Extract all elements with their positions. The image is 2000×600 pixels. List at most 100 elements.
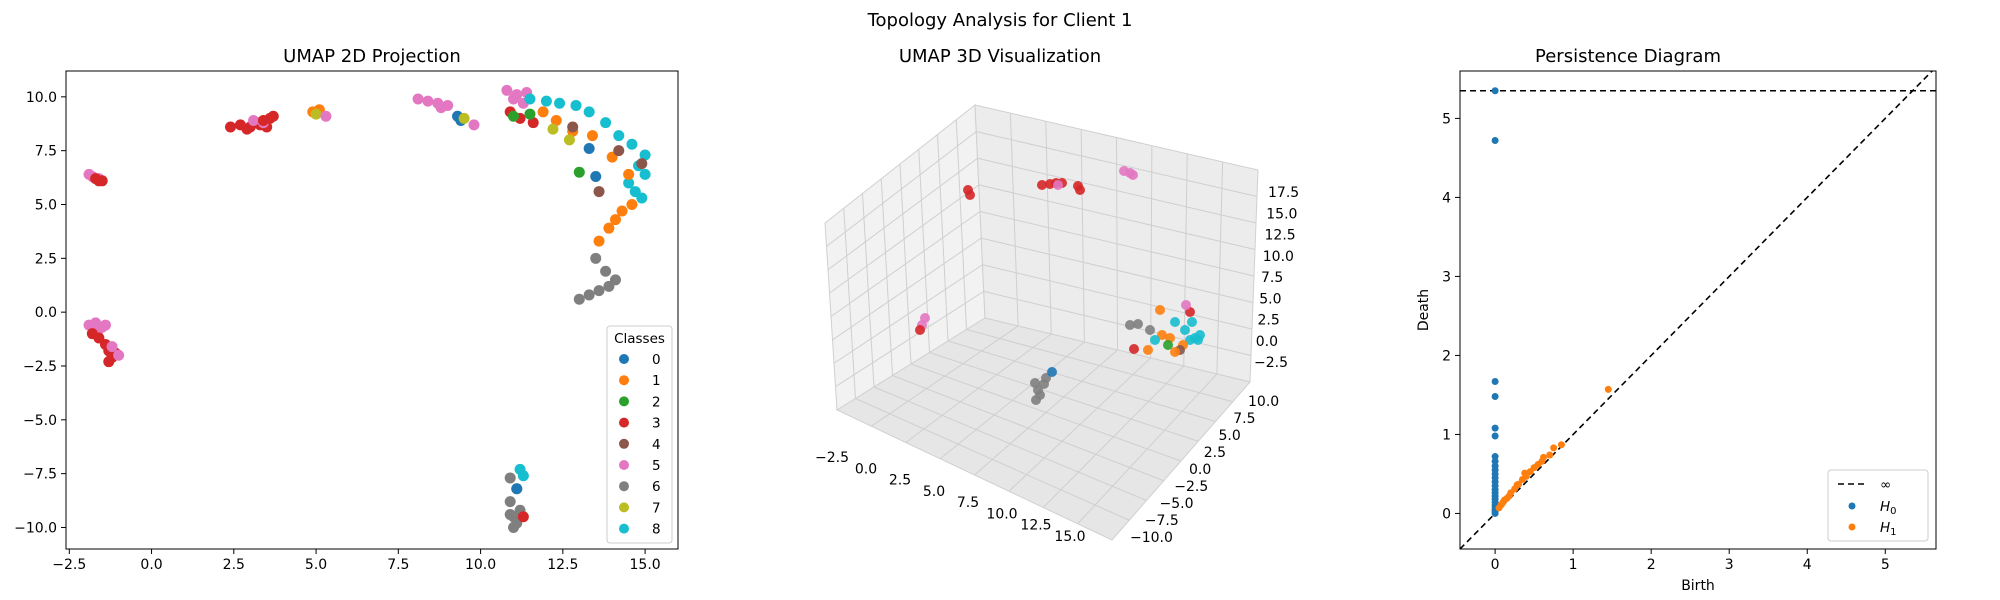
data-point <box>636 158 648 170</box>
umap-3d-ticks: −2.50.02.55.07.510.012.515.0 −10.0−7.5−5.… <box>815 185 1299 546</box>
data-point <box>103 356 115 368</box>
data-point <box>1170 347 1180 357</box>
data-point <box>422 95 434 107</box>
data-point <box>435 102 447 114</box>
data-point <box>1143 345 1153 355</box>
umap-2d-ticks: −2.5 0.0 2.5 5.0 7.5 10.0 12.5 15.0−10.0−7.5−5.… <box>14 90 661 573</box>
data-point <box>1125 320 1135 330</box>
y-tick-label: 0.0 <box>1189 462 1211 478</box>
data-point <box>113 349 125 361</box>
data-point <box>603 222 615 234</box>
x-tick-label: 10.0 <box>986 506 1017 522</box>
persistence-point-H1 <box>1526 468 1534 476</box>
persistence-reference-lines <box>1460 71 1936 549</box>
y-tick-label: 2 <box>1442 348 1451 364</box>
persistence-points <box>1491 87 1612 517</box>
persistence-point-H1 <box>1546 451 1554 459</box>
persistence-title: Persistence Diagram <box>1535 46 1721 67</box>
data-point <box>639 168 651 180</box>
z-tick-label: 12.5 <box>1265 228 1296 244</box>
data-point <box>310 108 322 120</box>
y-tick-label: 0 <box>1442 506 1451 522</box>
x-tick-label: 4 <box>1803 557 1812 573</box>
data-point <box>573 166 585 178</box>
y-tick-label: 10.0 <box>1248 394 1279 410</box>
x-tick-label: 0.0 <box>855 461 877 477</box>
x-tick-label: 12.5 <box>1020 518 1051 534</box>
data-point <box>1145 325 1155 335</box>
persistence-point-H1 <box>1500 496 1508 504</box>
y-tick-label: 5 <box>1442 111 1451 127</box>
data-point <box>241 123 253 135</box>
umap-2d-points <box>83 84 651 533</box>
x-axis-label: Birth <box>1681 578 1715 594</box>
persistence-point-H1 <box>1495 504 1503 512</box>
y-tick-label: 7.5 <box>1233 411 1255 427</box>
persistence-point-H0 <box>1491 393 1499 401</box>
x-tick-label: 10.0 <box>465 557 496 573</box>
data-point <box>517 511 529 523</box>
data-point <box>639 149 651 161</box>
legend-marker <box>1848 502 1856 510</box>
data-point <box>590 171 602 183</box>
data-point <box>501 84 513 96</box>
data-point <box>524 93 536 105</box>
x-tick-label: 2.5 <box>889 473 911 489</box>
data-point <box>600 117 612 129</box>
legend-label: 8 <box>652 522 661 538</box>
pane-floor <box>835 317 1251 541</box>
legend-label: ∞ <box>1880 477 1891 493</box>
data-point <box>583 143 595 155</box>
data-point <box>586 130 598 142</box>
data-point <box>458 112 470 124</box>
legend-label: 6 <box>652 479 661 495</box>
z-tick-label: 5.0 <box>1259 291 1281 307</box>
x-tick-label: −2.5 <box>815 450 849 466</box>
data-point <box>527 117 539 129</box>
data-point <box>593 285 605 297</box>
x-tick-label: 0 <box>1491 557 1500 573</box>
data-point <box>567 121 579 133</box>
data-point <box>1181 300 1191 310</box>
data-point <box>248 115 260 127</box>
data-point <box>965 190 975 200</box>
data-point <box>267 110 279 122</box>
umap-3d-points <box>915 166 1205 405</box>
data-point <box>616 205 628 217</box>
legend-marker <box>619 417 629 428</box>
data-point <box>96 175 108 187</box>
z-tick-label: 15.0 <box>1266 206 1297 222</box>
data-point <box>600 265 612 277</box>
persistence-point-H0 <box>1491 87 1499 95</box>
persistence-point-H0 <box>1491 378 1499 386</box>
x-tick-label: 5.0 <box>923 484 945 500</box>
y-tick-label: −5.0 <box>23 413 57 429</box>
data-point <box>507 93 519 105</box>
data-point <box>570 99 582 111</box>
data-point <box>1129 344 1139 354</box>
x-tick-label: 15.0 <box>630 557 661 573</box>
legend-label: 3 <box>652 416 661 432</box>
y-tick-label: 2.5 <box>35 251 57 267</box>
x-tick-label: 1 <box>1569 557 1578 573</box>
data-point <box>1187 317 1197 327</box>
data-point <box>550 115 562 127</box>
data-point <box>320 110 332 122</box>
data-point <box>1053 180 1063 190</box>
data-point <box>623 177 635 189</box>
legend-label: 0 <box>652 352 661 368</box>
data-point <box>1150 335 1160 345</box>
z-tick-label: −2.5 <box>1254 355 1288 371</box>
data-point <box>1193 335 1203 345</box>
data-point <box>225 121 237 133</box>
data-point <box>511 483 523 495</box>
data-point <box>613 130 625 142</box>
y-tick-label: 10.0 <box>26 90 57 106</box>
persistence-point-H1 <box>1557 441 1565 449</box>
y-tick-label: 5.0 <box>1219 428 1241 444</box>
persistence-point-H0 <box>1491 137 1499 145</box>
legend-marker <box>619 502 629 513</box>
data-point <box>1180 325 1190 335</box>
z-tick-label: 7.5 <box>1261 270 1283 286</box>
